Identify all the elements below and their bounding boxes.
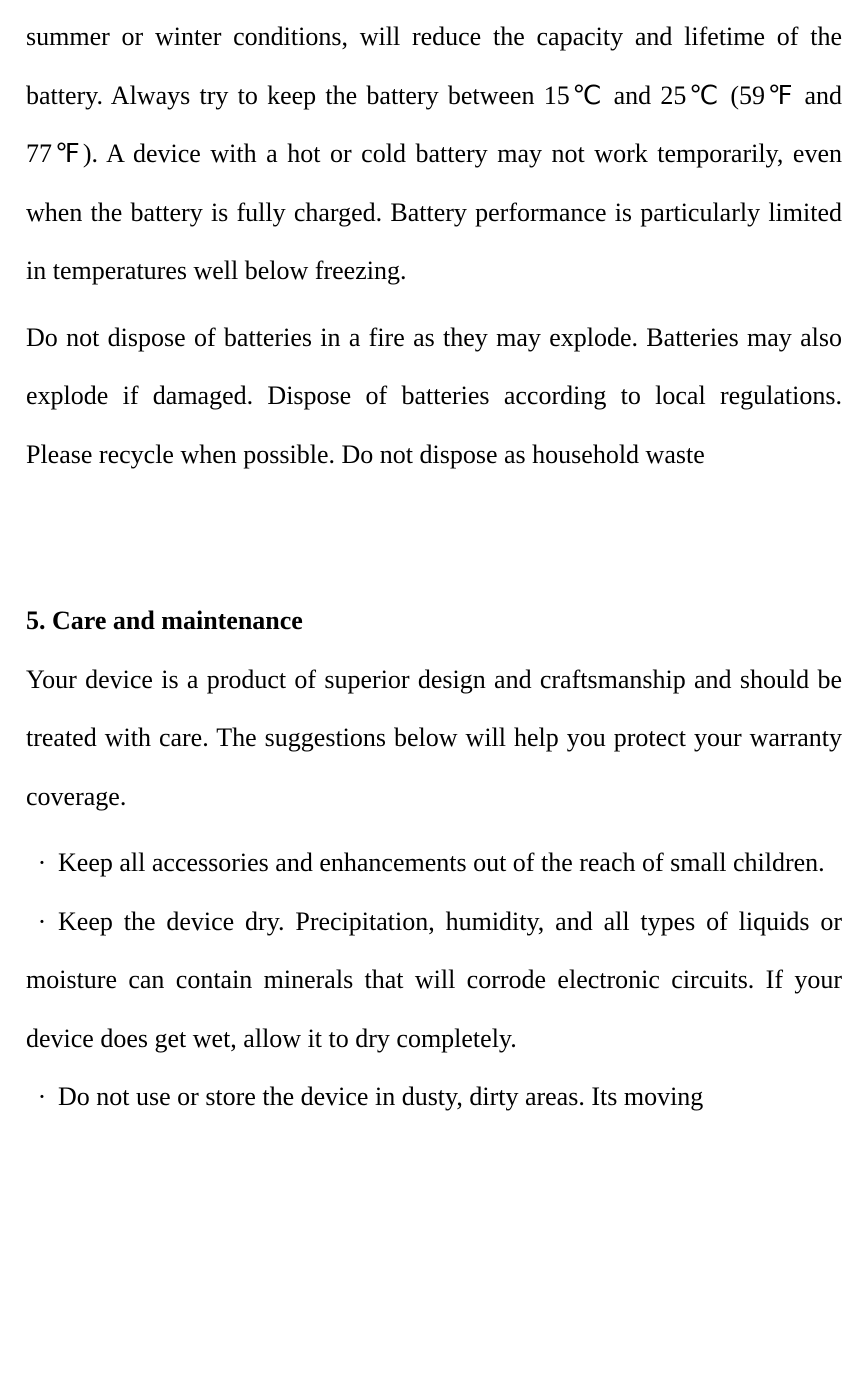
bullet-item-1: ·Keep all accessories and enhancements o… bbox=[26, 834, 842, 893]
bullet-mark-icon: · bbox=[26, 834, 58, 893]
bullet-mark-icon: · bbox=[26, 1068, 58, 1127]
body-paragraph-3: Your device is a product of superior des… bbox=[26, 651, 842, 827]
bullet-text-1: Keep all accessories and enhancements ou… bbox=[58, 848, 825, 877]
body-paragraph-2: Do not dispose of batteries in a fire as… bbox=[26, 309, 842, 485]
body-paragraph-1: summer or winter conditions, will reduce… bbox=[26, 8, 842, 301]
bullet-item-3: ·Do not use or store the device in dusty… bbox=[26, 1068, 842, 1127]
section-heading: 5. Care and maintenance bbox=[26, 592, 842, 651]
bullet-item-2: ·Keep the device dry. Precipitation, hum… bbox=[26, 893, 842, 1069]
section-spacer bbox=[26, 492, 842, 520]
bullet-text-2: Keep the device dry. Precipitation, humi… bbox=[26, 907, 842, 1053]
bullet-text-3: Do not use or store the device in dusty,… bbox=[58, 1082, 703, 1111]
bullet-mark-icon: · bbox=[26, 893, 58, 952]
